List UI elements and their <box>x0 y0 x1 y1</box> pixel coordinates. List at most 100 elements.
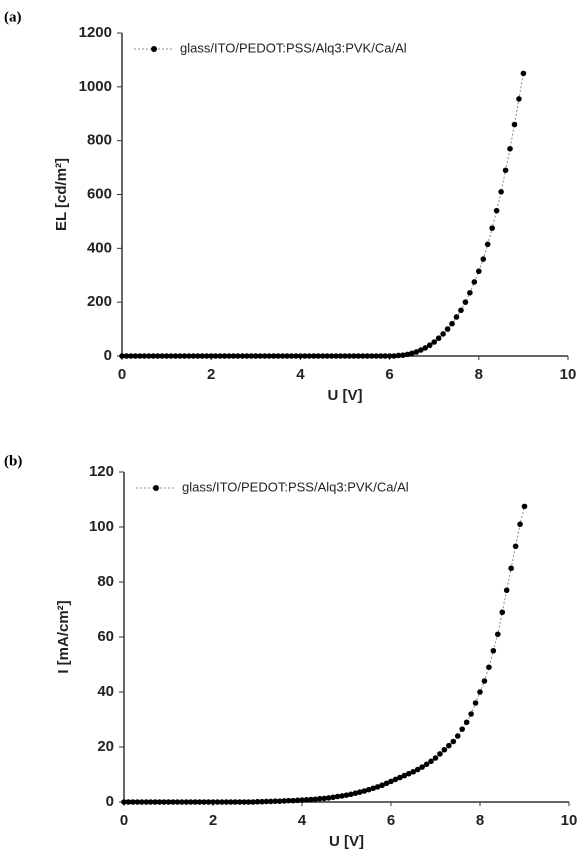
data-point <box>472 700 479 706</box>
data-point <box>192 799 198 805</box>
data-point <box>490 647 497 654</box>
data-point <box>205 799 212 805</box>
panel-label: (b) <box>4 453 22 469</box>
data-point <box>266 353 272 359</box>
data-point <box>132 353 139 359</box>
y-tick-label: 400 <box>87 239 112 256</box>
data-point <box>317 795 323 802</box>
data-point <box>468 711 474 717</box>
legend-label: glass/ITO/PEDOT:PSS/Alq3:PVK/Ca/Al <box>180 40 407 55</box>
data-point <box>165 799 172 805</box>
y-tick-label: 40 <box>97 683 114 700</box>
data-point <box>310 353 317 359</box>
data-point <box>236 799 243 805</box>
data-point <box>281 798 288 804</box>
y-tick-label: 100 <box>89 518 114 535</box>
data-point <box>382 353 388 359</box>
data-point <box>351 353 357 359</box>
data-point <box>196 799 203 805</box>
data-point <box>325 795 332 801</box>
data-point <box>502 167 509 174</box>
data-point <box>253 353 259 359</box>
data-point <box>520 70 527 77</box>
data-point <box>279 353 286 359</box>
y-tick-label: 0 <box>104 347 112 364</box>
x-tick-label: 0 <box>120 812 128 829</box>
data-point <box>453 314 460 320</box>
x-tick-label: 10 <box>560 366 577 383</box>
data-point <box>418 347 424 353</box>
data-point <box>299 797 305 803</box>
data-point <box>370 785 377 792</box>
y-tick-label: 800 <box>87 132 112 149</box>
x-tick-label: 8 <box>476 812 484 829</box>
data-point <box>333 353 339 359</box>
data-point <box>219 799 225 805</box>
data-point <box>395 352 402 359</box>
data-point <box>426 342 433 349</box>
y-tick-label: 1000 <box>79 78 112 95</box>
data-point <box>498 189 504 195</box>
data-point <box>493 207 500 214</box>
data-point <box>125 799 132 805</box>
data-point <box>170 799 176 805</box>
x-tick-label: 2 <box>209 812 217 829</box>
x-tick-label: 2 <box>207 366 215 383</box>
data-point <box>364 353 371 359</box>
data-point <box>187 799 194 805</box>
data-point <box>199 353 206 359</box>
data-point <box>245 799 252 805</box>
data-point <box>179 799 185 805</box>
data-point <box>186 353 192 359</box>
data-point <box>285 797 292 804</box>
data-point <box>392 776 399 783</box>
data-point <box>484 241 491 248</box>
data-point <box>172 353 179 359</box>
data-point <box>401 772 408 779</box>
data-point <box>321 795 328 802</box>
data-point <box>284 353 290 359</box>
data-point <box>428 758 434 765</box>
data-point <box>214 799 221 805</box>
data-point <box>481 678 488 684</box>
data-point <box>361 788 368 794</box>
data-point <box>368 353 375 359</box>
data-point <box>377 353 384 359</box>
data-point <box>121 799 127 805</box>
y-tick-label: 1200 <box>79 24 112 41</box>
data-point <box>235 353 241 359</box>
data-point <box>508 565 514 572</box>
y-tick-label: 60 <box>97 628 114 645</box>
y-tick-label: 20 <box>97 738 114 755</box>
data-point <box>459 726 466 732</box>
data-point <box>190 353 197 359</box>
data-point <box>308 796 314 803</box>
data-point <box>217 353 223 359</box>
data-point <box>330 794 336 801</box>
legend-label: glass/ITO/PEDOT:PSS/Alq3:PVK/Ca/Al <box>182 479 409 494</box>
data-point <box>337 353 344 359</box>
data-point <box>159 353 165 359</box>
data-point <box>181 353 188 359</box>
data-point <box>145 353 152 359</box>
data-point <box>400 352 406 358</box>
y-axis-label: I [mA/cm²] <box>55 600 72 673</box>
data-point <box>507 145 513 152</box>
x-tick-label: 8 <box>475 366 483 383</box>
data-point <box>423 761 430 768</box>
data-point <box>409 350 415 357</box>
x-tick-label: 6 <box>387 812 395 829</box>
data-point <box>261 353 268 359</box>
x-tick-label: 4 <box>296 366 305 383</box>
data-point <box>342 353 348 359</box>
data-point <box>161 799 167 805</box>
data-point <box>128 353 134 359</box>
data-point <box>328 353 335 359</box>
data-point <box>441 746 448 753</box>
data-point <box>422 345 429 351</box>
data-point <box>221 353 228 359</box>
data-point <box>201 799 207 805</box>
data-point <box>137 353 143 359</box>
data-point <box>357 789 363 795</box>
data-point <box>458 307 464 314</box>
